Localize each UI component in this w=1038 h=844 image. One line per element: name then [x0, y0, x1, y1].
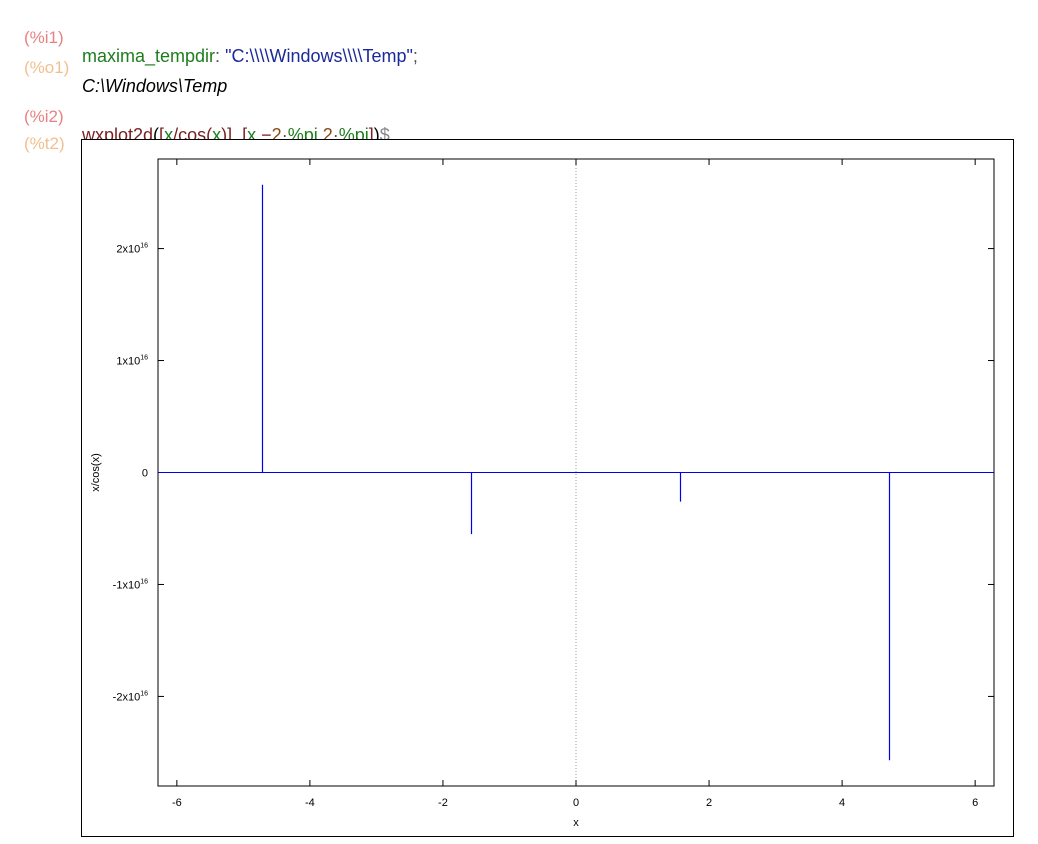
y-tick-label: -1x1016 — [113, 578, 148, 591]
input-label-2: (%i2) — [24, 107, 64, 126]
code-token: x — [247, 125, 257, 145]
code-token: [ — [159, 125, 165, 145]
code-token: $ — [379, 125, 390, 145]
x-tick-label: 0 — [573, 797, 579, 809]
code-token: ] — [368, 125, 374, 145]
y-tick-label: -2x1016 — [113, 690, 148, 703]
code-token: 2 — [271, 125, 282, 145]
code-token: : — [215, 46, 226, 66]
y-tick-base: 2x10 — [116, 244, 140, 256]
output-label-1: (%o1) — [24, 58, 70, 77]
x-axis-label: x — [573, 817, 579, 829]
code-token: / — [173, 125, 179, 145]
code-token: ( — [153, 125, 160, 145]
y-axis-label: x/cos(x) — [90, 453, 102, 492]
x-tick-label: 6 — [972, 797, 978, 809]
plot-svg: -6 -4 -2 0 2 4 62x10161x10160-1x1016-2x1016xx/… — [90, 158, 995, 829]
output-line-2: (%t2) — [0, 116, 65, 153]
code-token: , — [232, 125, 243, 145]
y-tick-base: 0 — [142, 468, 148, 480]
code-token: x — [212, 125, 222, 145]
y-tick-exponent: 16 — [140, 355, 148, 362]
y-tick-base: 1x10 — [116, 356, 140, 368]
output-line-1: (%o1) C:\Windows\Temp — [0, 40, 227, 96]
y-tick-base: -1x10 — [113, 579, 141, 591]
code-token: 2 — [322, 125, 333, 145]
output-label-2: (%t2) — [24, 134, 65, 153]
input-line-2[interactable]: (%i2) wxplot2d([x/cos(x)], [x,−2·%pi,2·%… — [0, 89, 390, 145]
x-tick-label: -6 — [172, 797, 182, 809]
code-token: maxima_tempdir — [82, 46, 216, 66]
output-text-1: C:\Windows\Temp — [82, 76, 228, 96]
input-line-1[interactable]: (%i1) maxima_tempdir: "C:\\\\Windows\\\\… — [0, 10, 418, 66]
code-token: ) — [221, 125, 228, 145]
y-tick-label: 1x1016 — [116, 355, 148, 368]
x-tick-label: 4 — [839, 797, 845, 809]
input-code-1[interactable]: maxima_tempdir: "C:\\\\Windows\\\\Temp"; — [82, 46, 418, 67]
code-token: "C:\\\\Windows\\\\Temp" — [225, 46, 413, 66]
y-tick-exponent: 16 — [140, 690, 148, 697]
code-token: , — [317, 125, 323, 145]
y-tick-label: 2x1016 — [116, 243, 148, 256]
y-tick-base: -2x10 — [113, 691, 141, 703]
code-token: ; — [412, 46, 418, 66]
y-tick-exponent: 16 — [140, 243, 148, 250]
x-tick-label: -2 — [438, 797, 448, 809]
y-tick-exponent: 16 — [140, 578, 148, 585]
x-tick-label: 2 — [706, 797, 712, 809]
code-token: · — [281, 125, 288, 145]
code-token: − — [261, 125, 272, 145]
code-token: [ — [242, 125, 248, 145]
plot-frame[interactable]: -6 -4 -2 0 2 4 6 2x1016 1x1016 0 -1x1016 -2x1016 x x/… — [81, 139, 1014, 837]
code-token: x — [164, 125, 174, 145]
code-token: , — [256, 125, 262, 145]
y-tick-label: 0 — [142, 468, 148, 480]
code-token: ] — [227, 125, 233, 145]
code-token: ( — [206, 125, 213, 145]
x-tick-label: -4 — [305, 797, 315, 809]
code-token: · — [332, 125, 339, 145]
input-label-1: (%i1) — [24, 28, 64, 47]
code-token: ) — [373, 125, 380, 145]
